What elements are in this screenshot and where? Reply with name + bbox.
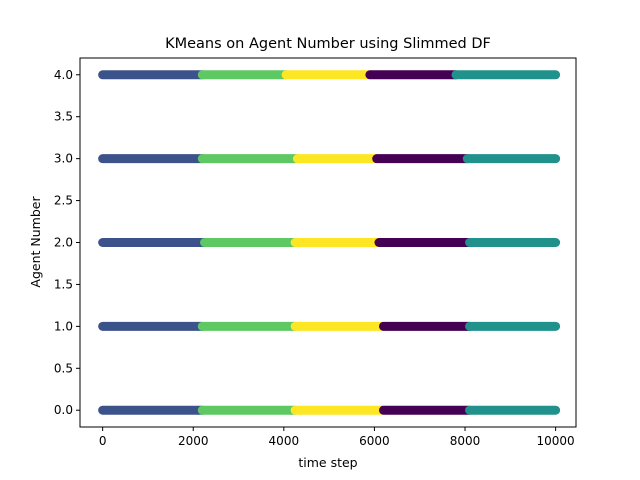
- y-tick-label: 3.0: [54, 152, 73, 166]
- y-axis-ticks: 0.0 0.5 1.0 1.5 2.0 2.5 3.0 3.5 4.0: [54, 68, 80, 417]
- x-tick-label: 6000: [359, 434, 390, 448]
- x-tick-label: 10000: [537, 434, 575, 448]
- x-tick-label: 4000: [269, 434, 300, 448]
- y-tick-label: 2.5: [54, 194, 73, 208]
- y-tick-label: 1.0: [54, 319, 73, 333]
- x-tick-label: 8000: [450, 434, 481, 448]
- y-tick-label: 0.0: [54, 403, 73, 417]
- y-tick-label: 3.5: [54, 110, 73, 124]
- chart-title: KMeans on Agent Number using Slimmed DF: [165, 36, 491, 52]
- x-axis-ticks: 0 2000 4000 6000 8000 10000: [99, 427, 575, 448]
- data-layer: [98, 70, 561, 415]
- y-tick-label: 0.5: [54, 361, 73, 375]
- x-axis-label: time step: [298, 455, 357, 470]
- y-tick-label: 4.0: [54, 68, 73, 82]
- y-tick-label: 2.0: [54, 236, 73, 250]
- x-tick-label: 0: [99, 434, 107, 448]
- x-tick-label: 2000: [178, 434, 209, 448]
- y-axis-label: Agent Number: [28, 196, 43, 288]
- y-tick-label: 1.5: [54, 277, 73, 291]
